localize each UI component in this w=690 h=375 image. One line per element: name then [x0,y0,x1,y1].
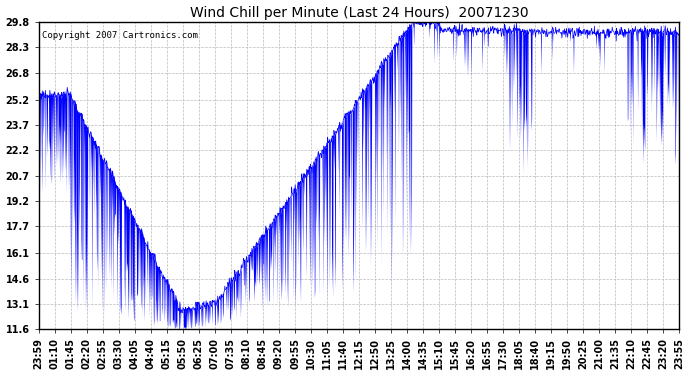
Text: Copyright 2007 Cartronics.com: Copyright 2007 Cartronics.com [42,32,198,40]
Title: Wind Chill per Minute (Last 24 Hours)  20071230: Wind Chill per Minute (Last 24 Hours) 20… [190,6,529,20]
